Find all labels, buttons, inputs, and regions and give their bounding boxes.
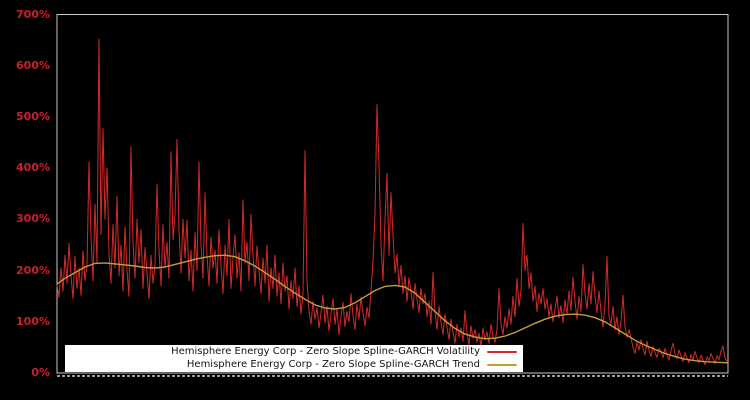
y-tick-label: 0%	[31, 366, 50, 379]
legend-entry-volatility: Hemisphere Energy Corp - Zero Slope Spli…	[65, 346, 523, 359]
y-tick-label: 500%	[16, 109, 50, 123]
plot-border	[56, 14, 729, 374]
y-tick-label: 700%	[16, 7, 50, 21]
series-volatility-line	[56, 38, 728, 366]
legend-line-swatch-trend	[487, 364, 517, 366]
chart-legend: Hemisphere Energy Corp - Zero Slope Spli…	[65, 345, 523, 372]
y-tick-label: 600%	[16, 58, 50, 72]
legend-line-swatch-volatility	[487, 351, 517, 353]
y-tick-label: 100%	[16, 314, 50, 328]
y-tick-label: 200%	[16, 263, 50, 277]
y-tick-label: 400%	[16, 161, 50, 175]
y-tick-label: 300%	[16, 212, 50, 226]
legend-label-volatility: Hemisphere Energy Corp - Zero Slope Spli…	[171, 346, 480, 357]
legend-entry-trend: Hemisphere Energy Corp - Zero Slope Spli…	[65, 359, 523, 372]
legend-label-trend: Hemisphere Energy Corp - Zero Slope Spli…	[186, 359, 480, 370]
series-trend-line	[56, 254, 729, 364]
